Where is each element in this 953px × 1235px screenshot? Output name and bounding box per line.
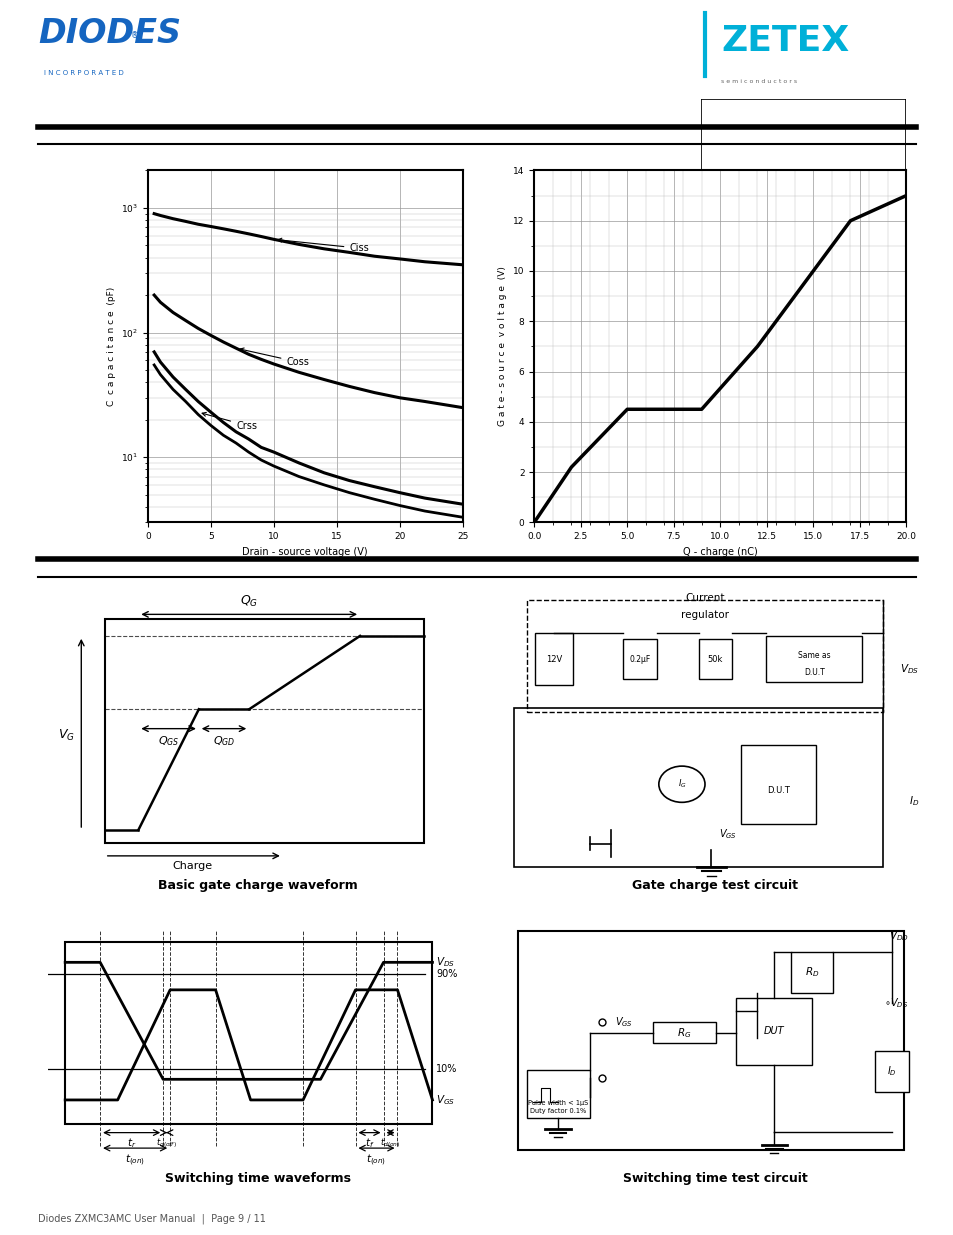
Bar — [526, 1070, 589, 1119]
Text: $R_G$: $R_G$ — [676, 1026, 691, 1040]
Text: $V_{DS}$: $V_{DS}$ — [436, 956, 455, 969]
Bar — [740, 745, 816, 824]
Text: Current: Current — [684, 593, 724, 603]
Text: 0.2µF: 0.2µF — [629, 655, 650, 663]
Text: regulator: regulator — [680, 610, 728, 620]
Text: $t_f$: $t_f$ — [364, 1136, 374, 1150]
Text: I N C O R P O R A T E D: I N C O R P O R A T E D — [44, 70, 124, 77]
Text: 90%: 90% — [436, 969, 456, 979]
X-axis label: Q - charge (nC): Q - charge (nC) — [682, 547, 757, 557]
Text: $\circ V_{DS}$: $\circ V_{DS}$ — [883, 997, 907, 1010]
Text: $t_{(on)}$: $t_{(on)}$ — [125, 1152, 145, 1167]
Text: ZETEX: ZETEX — [720, 23, 848, 58]
Bar — [65, 941, 432, 1124]
Text: Crss: Crss — [202, 412, 256, 431]
Text: $I_G$: $I_G$ — [677, 778, 685, 790]
Bar — [874, 1051, 907, 1092]
Bar — [790, 952, 832, 993]
Text: Charge: Charge — [172, 861, 212, 871]
Text: D.U.T: D.U.T — [803, 668, 823, 677]
Text: Switching time waveforms: Switching time waveforms — [165, 1172, 350, 1184]
Text: Coss: Coss — [240, 348, 309, 367]
Text: $t_{(on)}$: $t_{(on)}$ — [366, 1152, 386, 1167]
Text: $Q_{GS}$: $Q_{GS}$ — [157, 735, 179, 748]
Text: $Q_{GD}$: $Q_{GD}$ — [213, 735, 235, 748]
Text: ®: ® — [131, 32, 138, 41]
Bar — [765, 636, 862, 682]
Text: DIODES: DIODES — [38, 16, 181, 49]
Bar — [535, 632, 572, 685]
Bar — [652, 1023, 715, 1044]
Text: $V_{GS}$: $V_{GS}$ — [719, 826, 737, 841]
X-axis label: Drain - source voltage (V): Drain - source voltage (V) — [242, 547, 368, 557]
Text: $V_{GS}$: $V_{GS}$ — [436, 1093, 455, 1107]
Text: Ciss: Ciss — [277, 238, 369, 253]
Text: 50k: 50k — [707, 655, 722, 663]
Text: Gate charge test circuit: Gate charge test circuit — [632, 879, 798, 892]
Text: 10%: 10% — [436, 1065, 456, 1074]
Text: Duty factor 0.1%: Duty factor 0.1% — [530, 1108, 585, 1114]
Text: $V_G$: $V_G$ — [57, 727, 74, 742]
Text: Switching time test circuit: Switching time test circuit — [622, 1172, 807, 1184]
Text: Diodes ZXMC3AMC User Manual  |  Page 9 / 11: Diodes ZXMC3AMC User Manual | Page 9 / 1… — [38, 1214, 266, 1224]
Text: $t_{d(on)}$: $t_{d(on)}$ — [380, 1136, 400, 1150]
Text: D.U.T: D.U.T — [766, 787, 789, 795]
Text: $I_D$: $I_D$ — [908, 794, 918, 808]
Text: $V_{GS}$: $V_{GS}$ — [614, 1015, 632, 1029]
Text: $R_D$: $R_D$ — [804, 966, 819, 979]
Bar — [526, 600, 882, 711]
Text: Same as: Same as — [797, 651, 829, 661]
Text: $I_D$: $I_D$ — [886, 1065, 896, 1078]
Text: $V_{DS}$: $V_{DS}$ — [899, 662, 918, 676]
Y-axis label: C  c a p a c i t a n c e  (pF): C c a p a c i t a n c e (pF) — [107, 287, 115, 406]
Bar — [698, 640, 732, 679]
Text: DUT: DUT — [763, 1026, 783, 1036]
Text: 12V: 12V — [545, 655, 561, 663]
Bar — [514, 709, 882, 867]
Text: $V_{DD}$: $V_{DD}$ — [888, 930, 907, 944]
Bar — [736, 998, 811, 1065]
Text: s e m i c o n d u c t o r s: s e m i c o n d u c t o r s — [720, 79, 797, 84]
Text: $t_{d(off)}$: $t_{d(off)}$ — [156, 1136, 177, 1150]
Bar — [622, 640, 656, 679]
Text: Basic gate charge waveform: Basic gate charge waveform — [157, 879, 357, 892]
Text: $t_r$: $t_r$ — [127, 1136, 136, 1150]
Text: $Q_G$: $Q_G$ — [240, 594, 258, 609]
Y-axis label: G a t e - s o u r c e  v o l t a g e  (V): G a t e - s o u r c e v o l t a g e (V) — [497, 267, 507, 426]
Text: Pulse width < 1µS: Pulse width < 1µS — [527, 1100, 588, 1107]
Bar — [105, 619, 423, 844]
